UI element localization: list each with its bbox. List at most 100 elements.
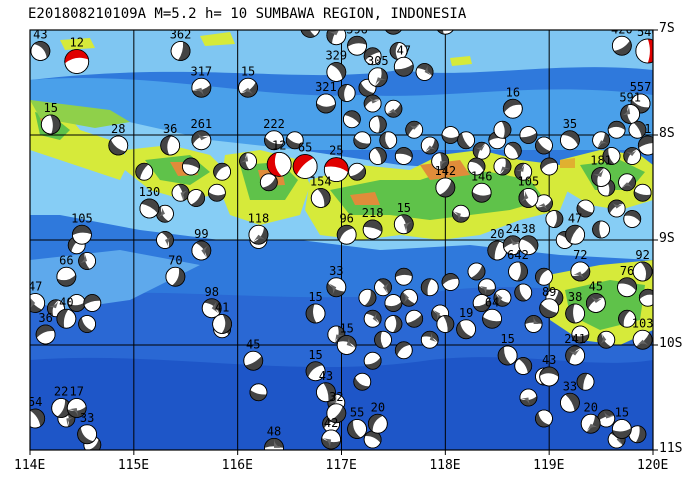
lat-label: 11S — [659, 441, 683, 456]
focal-mechanism: 15 — [40, 101, 61, 135]
focal-mechanism: 42 — [321, 416, 342, 450]
event-depth-label: 33 — [80, 411, 94, 425]
focal-mechanism — [493, 120, 512, 139]
focal-mechanism: 45 — [585, 280, 606, 313]
focal-mechanism: 45 — [243, 337, 264, 371]
lon-label: 114E — [14, 458, 46, 473]
event-depth-label: 28 — [111, 122, 125, 136]
focal-mechanism — [420, 330, 439, 349]
focal-mechanism — [431, 152, 450, 171]
focal-mechanism: 47 — [393, 43, 414, 77]
focal-mechanism: 15 — [611, 406, 632, 439]
focal-mechanism — [47, 299, 65, 318]
focal-mechanism — [503, 141, 522, 160]
lon-label: 120E — [637, 458, 669, 473]
lat-label: 9S — [659, 231, 675, 246]
event-depth-label: 642 — [507, 248, 529, 262]
focal-mechanism: 105 — [518, 175, 540, 208]
focal-mechanism — [607, 120, 626, 139]
focal-mechanism — [78, 315, 97, 333]
focal-mechanism — [623, 210, 642, 228]
focal-mechanism — [394, 267, 413, 286]
event-depth-label: 105 — [518, 175, 540, 189]
focal-mechanism: 66 — [56, 253, 77, 287]
event-depth-label: 76 — [620, 264, 634, 278]
event-depth-label: 142 — [434, 164, 456, 178]
focal-mechanism — [592, 220, 610, 239]
event-depth-label: 22 — [54, 385, 68, 399]
event-depth-label: 25 — [329, 144, 343, 158]
axis-ticks — [29, 29, 658, 455]
event-depth-label: 241 — [564, 332, 586, 346]
focal-mechanism — [363, 47, 382, 66]
focal-mechanism: 362 — [170, 30, 191, 61]
lon-label: 118E — [429, 458, 461, 473]
focal-mechanism — [514, 162, 533, 181]
focal-mechanism — [633, 183, 652, 202]
focal-mechanism — [628, 120, 647, 139]
focal-mechanism: 218 — [362, 206, 384, 240]
focal-mechanism: 40 — [56, 295, 77, 329]
focal-mechanism: 15 — [497, 332, 518, 366]
focal-mechanism: 22 — [51, 385, 72, 418]
focal-mechanism — [493, 157, 512, 176]
event-depth-label: 15 — [397, 201, 411, 215]
focal-mechanism: 591 — [619, 91, 641, 124]
focal-mechanism — [420, 136, 439, 155]
focal-mechanism — [514, 357, 533, 375]
focal-mechanism: 241 — [564, 332, 586, 366]
focal-mechanism — [384, 294, 403, 312]
event-depth-label: 38 — [521, 222, 535, 236]
event-depth-label: 222 — [263, 117, 285, 131]
focal-mechanism — [415, 63, 434, 81]
focal-mechanism: 15 — [305, 290, 326, 324]
focal-mechanism: 55 — [347, 406, 367, 439]
event-depth-label: 24 — [506, 222, 520, 236]
focal-mechanism-highlight: 25 — [323, 144, 349, 183]
focal-mechanism: 20 — [367, 400, 388, 434]
focal-mechanism: 70 — [165, 253, 186, 287]
focal-mechanism: 28 — [108, 122, 129, 156]
focal-mechanism: 261 — [190, 117, 212, 151]
focal-mechanism — [597, 330, 616, 349]
focal-mechanism — [389, 42, 408, 60]
focal-mechanism — [514, 283, 533, 302]
focal-mechanism: 43 — [316, 369, 336, 403]
focal-mechanism — [467, 157, 486, 176]
focal-mechanism: 54 — [30, 395, 46, 429]
event-depth-label: 47 — [568, 211, 582, 225]
event-depth-label: 72 — [573, 248, 587, 262]
focal-mechanism — [535, 267, 553, 286]
focal-mechanism: 15 — [238, 64, 258, 98]
event-depth-label: 130 — [139, 185, 161, 199]
focal-mechanism — [623, 147, 642, 165]
focal-mechanism: 33 — [560, 379, 580, 413]
event-depth-label: 12 — [272, 138, 286, 152]
focal-mechanism: 20 — [580, 400, 601, 434]
focal-mechanism: 596 — [346, 30, 368, 56]
event-depth-label: 181 — [590, 154, 612, 168]
event-depth-label: 15 — [339, 322, 353, 336]
focal-mechanism — [519, 126, 538, 144]
event-depth-label: 15 — [500, 332, 514, 346]
focal-mechanism — [441, 126, 460, 144]
event-depth-label: 20 — [583, 400, 597, 414]
event-depth-label: 41 — [215, 301, 229, 315]
focal-mechanism: 16 — [502, 85, 523, 119]
focal-mechanism — [638, 288, 653, 307]
event-depth-label: 99 — [194, 227, 208, 241]
event-depth-label: 305 — [367, 54, 389, 68]
focal-mechanism — [592, 131, 610, 150]
event-depth-label: 36 — [163, 122, 177, 136]
focal-mechanism: 15 — [393, 201, 414, 235]
focal-mechanism — [353, 131, 372, 150]
event-depth-label: 146 — [471, 169, 493, 183]
focal-mechanism — [156, 231, 174, 249]
focal-mechanism — [182, 157, 200, 176]
focal-mechanism — [249, 383, 268, 402]
event-depth-label: 1 — [644, 122, 651, 136]
event-depth-label: 70 — [168, 253, 182, 267]
focal-mechanism — [519, 388, 538, 407]
focal-mechanism: 1 — [637, 122, 653, 156]
event-depth-label: 218 — [362, 206, 384, 220]
